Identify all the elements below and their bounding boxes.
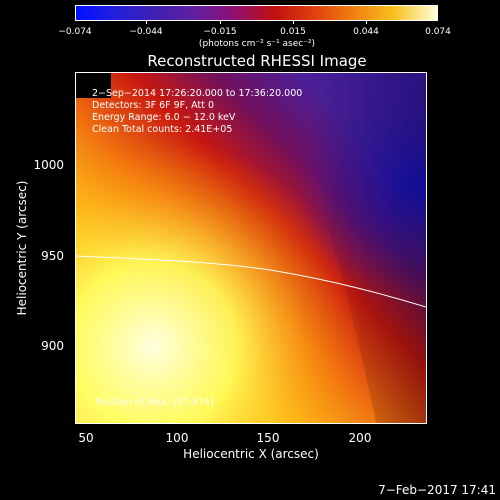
- y-tick-label: 900: [41, 339, 64, 353]
- y-tick-label: 950: [41, 249, 64, 263]
- rhessi-image-plot[interactable]: [75, 72, 427, 424]
- rhessi-image: [76, 73, 426, 423]
- colorbar: [75, 5, 438, 21]
- colorbar-tick-mark: [366, 20, 367, 24]
- colorbar-tick: −0.044: [129, 27, 163, 37]
- colorbar-tick: −0.074: [58, 27, 92, 37]
- solar-limb-curve: [76, 255, 426, 308]
- info-clean-counts: Clean Total counts: 2.41E+05: [92, 124, 233, 135]
- y-axis-title: Heliocentric Y (arcsec): [15, 180, 29, 316]
- colorbar-tick-mark: [220, 20, 221, 24]
- dark-band: [310, 73, 426, 423]
- x-tick-label: 100: [165, 431, 189, 445]
- image-corner-blank: [76, 73, 111, 98]
- plot-title: Reconstructed RHESSI Image: [147, 52, 367, 70]
- colorbar-tick-mark: [293, 20, 294, 24]
- x-axis-title: Heliocentric X (arcsec): [183, 447, 319, 461]
- colorbar-unit-label: (photons cm⁻² s⁻¹ asec⁻²): [198, 39, 316, 49]
- colorbar-tick: 0.074: [425, 27, 451, 37]
- info-detectors: Detectors: 3F 6F 9F, Att 0: [92, 100, 215, 111]
- info-energy-range: Energy Range: 6.0 − 12.0 keV: [92, 112, 236, 123]
- x-tick-label: 150: [256, 431, 280, 445]
- x-tick-label: 200: [348, 431, 372, 445]
- info-time-range: 2−Sep−2014 17:26:20.000 to 17:36:20.000: [92, 88, 303, 99]
- colorbar-tick-mark: [146, 20, 147, 24]
- y-tick-label: 1000: [33, 158, 64, 172]
- footer-date: 7−Feb−2017 17:41: [378, 483, 496, 497]
- position-of-max-label: Position of Max: [97,874]: [95, 397, 214, 408]
- colorbar-tick: 0.044: [353, 27, 379, 37]
- colorbar-tick: −0.015: [203, 27, 237, 37]
- x-tick-label: 50: [78, 431, 94, 445]
- colorbar-tick: 0.015: [280, 27, 306, 37]
